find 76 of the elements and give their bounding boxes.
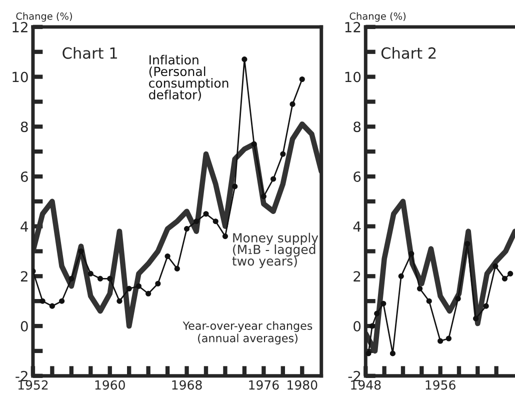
- y-tick-label: 12: [12, 22, 28, 32]
- point: [174, 266, 180, 272]
- annotation: Year-over-year changes (annual averages): [182, 321, 312, 344]
- point: [369, 323, 375, 329]
- point: [455, 296, 461, 302]
- point: [68, 276, 74, 282]
- point: [97, 276, 104, 282]
- point: [483, 303, 489, 309]
- point: [299, 76, 305, 82]
- text: Chart 2: [381, 47, 436, 59]
- y-tick-label: 12: [345, 22, 360, 32]
- y-tick-label: 6: [20, 171, 28, 182]
- point: [194, 218, 200, 224]
- point: [251, 141, 257, 147]
- point: [136, 283, 142, 289]
- y-tick-label: -2: [348, 370, 360, 382]
- series-label: Money supply (M₁B - lagged two years): [232, 232, 318, 268]
- y-axis-title: Change (%): [350, 12, 406, 22]
- point: [280, 151, 286, 157]
- point: [164, 253, 170, 260]
- point: [232, 184, 238, 190]
- point: [438, 338, 444, 344]
- y-tick-label: 2: [20, 271, 28, 282]
- y-tick-label: 4: [353, 221, 361, 232]
- x-tick-label: 1960: [95, 380, 125, 390]
- point: [88, 270, 94, 276]
- point: [155, 280, 161, 286]
- point: [126, 286, 132, 292]
- point: [473, 316, 479, 322]
- point: [398, 273, 404, 279]
- x-tick-label: 1968: [172, 380, 202, 390]
- x-tick-label: 1952: [18, 380, 48, 390]
- point: [49, 303, 55, 309]
- point: [417, 286, 423, 292]
- point: [260, 194, 266, 200]
- point: [366, 350, 372, 356]
- point: [212, 218, 218, 224]
- point: [290, 101, 296, 107]
- y-tick-label: 0: [20, 320, 28, 332]
- point: [203, 211, 209, 217]
- point: [116, 298, 122, 304]
- point: [78, 248, 84, 254]
- point: [508, 270, 514, 276]
- point: [408, 250, 414, 257]
- y-tick-label: 6: [354, 171, 361, 182]
- y-tick-label: 8: [20, 122, 28, 132]
- x-tick-label: 1976: [249, 380, 279, 390]
- point: [380, 300, 386, 306]
- x-tick-label: 1980: [288, 380, 318, 390]
- y-tick-label: -2: [16, 370, 28, 382]
- point: [426, 298, 432, 304]
- y-tick-label: 0: [354, 320, 361, 332]
- point: [222, 234, 228, 240]
- point: [492, 263, 498, 269]
- point: [242, 56, 248, 62]
- point: [390, 350, 396, 356]
- point: [446, 336, 452, 342]
- point: [270, 176, 276, 182]
- y-tick-label: 10: [345, 72, 361, 82]
- point: [59, 298, 65, 304]
- point: [40, 298, 46, 304]
- point: [374, 310, 380, 316]
- point: [502, 276, 508, 282]
- text: Chart 1: [62, 47, 117, 59]
- y-tick-label: 2: [354, 271, 360, 282]
- y-tick-label: 4: [20, 221, 28, 232]
- x-tick-label: 1948: [351, 380, 381, 390]
- point: [107, 276, 113, 282]
- point: [146, 290, 152, 296]
- series-label: Inflation (Personal consumption deflator): [149, 54, 228, 101]
- x-tick-label: 1956: [426, 380, 456, 390]
- point: [184, 226, 190, 232]
- point: [464, 240, 470, 247]
- y-axis-title: Change (%): [16, 12, 72, 22]
- y-tick-label: 8: [354, 122, 361, 132]
- y-tick-label: 10: [12, 72, 28, 82]
